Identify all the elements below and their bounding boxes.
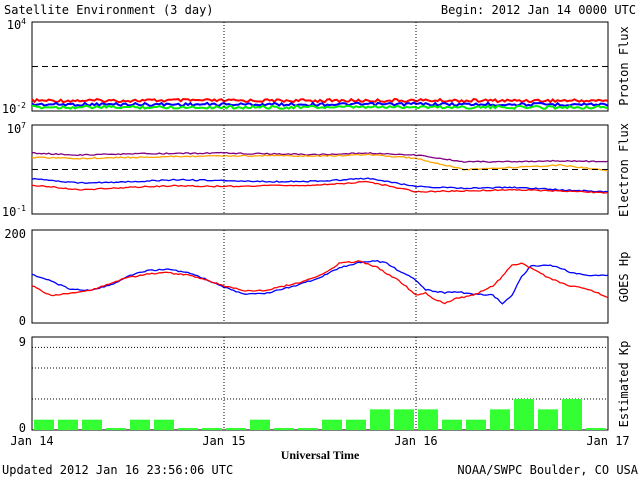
- kp-bar: [130, 419, 150, 430]
- kp-bar: [562, 399, 582, 430]
- proton-flux-label: Proton Flux: [617, 26, 631, 105]
- kp-bar: [106, 428, 126, 430]
- series-line: [31, 153, 609, 172]
- kp-bars: [34, 399, 606, 430]
- series-line: [31, 101, 609, 108]
- kp-bar: [370, 409, 390, 430]
- kp-bar: [298, 428, 318, 430]
- proton-flux-panel: 104 10-2 Proton Flux: [2, 17, 631, 116]
- kp-bar: [250, 419, 270, 430]
- x-tick-jan14: Jan 14: [10, 434, 53, 448]
- series-line: [31, 177, 609, 193]
- goes-hp-ytick-bottom: 0: [19, 314, 26, 328]
- kp-bar: [466, 419, 486, 430]
- kp-bar: [202, 428, 222, 430]
- kp-ytick-bottom: 0: [19, 421, 26, 435]
- updated-time: Updated 2012 Jan 16 23:56:06 UTC: [2, 463, 233, 477]
- kp-bar: [274, 428, 294, 430]
- kp-bar: [34, 419, 54, 430]
- kp-bar: [82, 419, 102, 430]
- electron-flux-series: [31, 151, 609, 194]
- kp-bar: [346, 419, 366, 430]
- kp-bar: [514, 399, 534, 430]
- proton-flux-frame: [31, 21, 609, 112]
- kp-bar: [322, 419, 342, 430]
- kp-panel: 9 0 Estimated Kp: [19, 335, 631, 435]
- goes-hp-series: [31, 259, 609, 305]
- series-line: [31, 151, 609, 163]
- proton-flux-series: [31, 97, 609, 110]
- electron-ytick-bottom: 10-1: [2, 204, 26, 219]
- kp-bar: [538, 409, 558, 430]
- goes-hp-panel: 200 0 GOES Hp: [4, 227, 631, 328]
- chart-title: Satellite Environment (3 day): [4, 3, 214, 17]
- electron-flux-label: Electron Flux: [617, 123, 631, 217]
- kp-bar: [226, 428, 246, 430]
- series-line: [31, 97, 609, 104]
- x-tick-jan15: Jan 15: [202, 434, 245, 448]
- kp-bar: [490, 409, 510, 430]
- day-divider-lines: [223, 22, 417, 430]
- kp-bar: [58, 419, 78, 430]
- goes-hp-ytick-top: 200: [4, 227, 26, 241]
- source-credit: NOAA/SWPC Boulder, CO USA: [457, 463, 638, 477]
- kp-bar: [442, 419, 462, 430]
- electron-ytick-top: 107: [7, 121, 26, 136]
- series-line: [31, 259, 609, 305]
- proton-ytick-bottom: 10-2: [2, 101, 26, 116]
- kp-bar: [154, 419, 174, 430]
- kp-bar: [586, 428, 606, 430]
- series-line: [31, 180, 609, 194]
- x-tick-jan17: Jan 17: [586, 434, 629, 448]
- begin-time: Begin: 2012 Jan 14 0000 UTC: [441, 3, 636, 17]
- kp-label: Estimated Kp: [617, 341, 631, 428]
- series-line: [31, 260, 609, 305]
- x-tick-jan16: Jan 16: [394, 434, 437, 448]
- goes-hp-label: GOES Hp: [617, 252, 631, 303]
- kp-bar: [178, 428, 198, 430]
- kp-gridlines: [32, 346, 608, 400]
- kp-bar: [394, 409, 414, 430]
- kp-ytick-top: 9: [19, 335, 26, 349]
- electron-flux-frame: [31, 124, 609, 215]
- x-axis-label: Universal Time: [281, 448, 360, 462]
- electron-flux-panel: 107 10-1 Electron Flux: [2, 121, 631, 219]
- proton-ytick-top: 104: [7, 17, 26, 32]
- series-line: [31, 104, 609, 110]
- kp-bar: [418, 409, 438, 430]
- kp-frame: [31, 336, 609, 431]
